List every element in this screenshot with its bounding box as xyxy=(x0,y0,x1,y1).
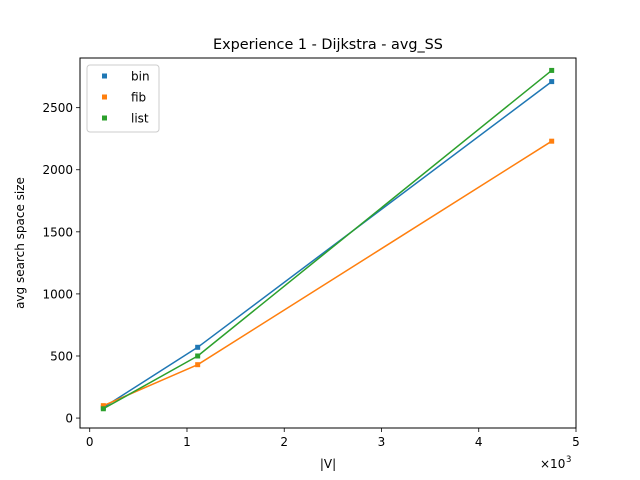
legend-box xyxy=(86,64,160,133)
y-tick-label: 500 xyxy=(50,349,73,363)
x-tick-label: 4 xyxy=(475,435,483,449)
y-tick-label: 2000 xyxy=(42,163,73,177)
x-axis-offset-label: ×10 3 xyxy=(540,455,571,471)
plot-frame xyxy=(79,57,577,429)
y-tick-label: 1000 xyxy=(42,287,73,301)
series-layer xyxy=(100,67,555,412)
legend-label-list: list xyxy=(131,112,149,126)
data-point-list xyxy=(549,67,555,73)
data-point-list xyxy=(100,406,106,412)
x-tick-label: 3 xyxy=(378,435,386,449)
x-tick-label: 0 xyxy=(86,435,94,449)
x-tick-label: 5 xyxy=(572,435,580,449)
y-axis-label: avg search space size xyxy=(13,177,27,309)
y-tick-label: 0 xyxy=(65,412,73,426)
x-tick-label: 2 xyxy=(280,435,288,449)
y-tick-label: 1500 xyxy=(42,225,73,239)
data-point-list xyxy=(195,353,201,359)
x-axis-label: |V| xyxy=(320,457,336,471)
y-axis: 0 500 1000 1500 2000 2500 xyxy=(42,101,80,426)
data-point-bin xyxy=(195,344,201,350)
data-point-bin xyxy=(549,79,555,85)
legend-marker-fib xyxy=(102,94,107,100)
legend-label-bin: bin xyxy=(131,70,150,84)
legend-marker-list xyxy=(102,115,107,121)
plot-area xyxy=(80,58,576,428)
x-offset-base: ×10 xyxy=(540,457,565,471)
series-list xyxy=(100,67,555,412)
legend-label-fib: fib xyxy=(131,91,146,105)
x-tick-label: 1 xyxy=(183,435,191,449)
x-axis: 0 1 2 3 4 5 xyxy=(86,428,580,449)
y-tick-label: 2500 xyxy=(42,101,73,115)
legend-marker-bin xyxy=(102,73,107,79)
legend: bin fib list xyxy=(86,64,160,133)
data-point-fib xyxy=(100,403,106,409)
data-point-fib xyxy=(195,362,201,368)
chart-title: Experience 1 - Dijkstra - avg_SS xyxy=(213,37,443,53)
data-point-fib xyxy=(549,138,555,144)
x-offset-exponent: 3 xyxy=(566,455,571,465)
plot-background xyxy=(80,58,576,428)
